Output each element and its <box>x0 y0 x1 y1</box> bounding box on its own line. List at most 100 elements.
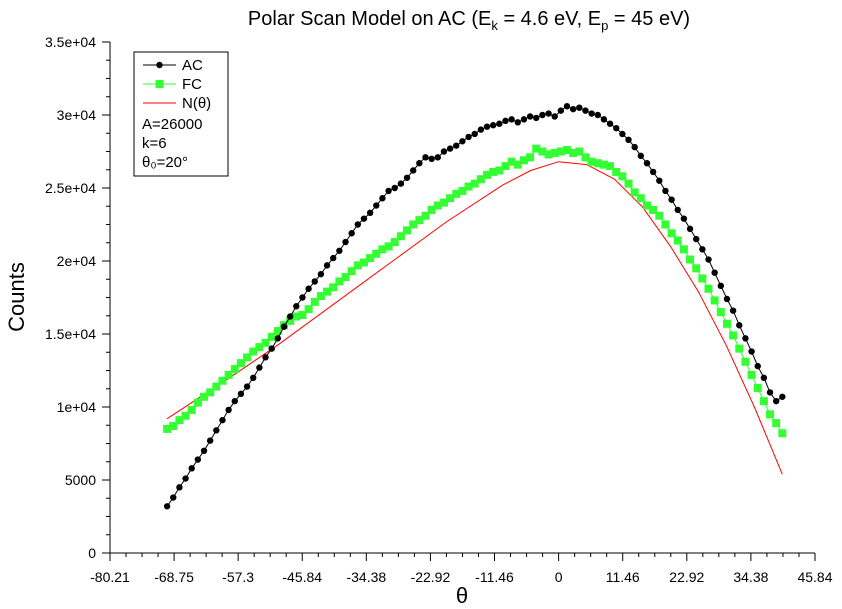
data-point-ac <box>637 152 645 160</box>
data-point-ac <box>348 230 355 237</box>
data-point-fc <box>390 238 399 247</box>
data-point-fc <box>673 236 682 245</box>
data-point-fc <box>261 338 270 347</box>
data-point-fc <box>329 283 338 292</box>
data-point-fc <box>372 249 381 258</box>
data-point-fc <box>163 424 172 433</box>
data-point-fc <box>415 216 424 225</box>
data-point-fc <box>556 147 565 156</box>
data-point-fc <box>464 182 473 191</box>
data-point-fc <box>489 167 498 176</box>
data-point-fc <box>292 312 301 321</box>
data-point-fc <box>446 194 455 203</box>
data-point-fc <box>458 186 467 195</box>
data-point-fc <box>526 153 535 162</box>
data-point-fc <box>452 189 461 198</box>
series-fc <box>163 144 787 438</box>
data-point-fc <box>403 226 412 235</box>
data-point-fc <box>267 332 276 341</box>
data-point-fc <box>550 148 559 157</box>
data-point-ac <box>496 120 503 127</box>
x-tick-label: -68.75 <box>154 569 194 585</box>
data-point-ac <box>594 111 601 119</box>
legend-param-k: k=6 <box>142 135 167 152</box>
data-point-ac <box>299 294 306 301</box>
data-point-ac <box>674 206 681 214</box>
data-point-ac <box>563 103 571 110</box>
data-point-fc <box>206 388 215 397</box>
data-point-fc <box>630 188 639 197</box>
data-point-ac <box>262 354 269 361</box>
data-point-fc <box>396 232 405 241</box>
data-point-ac <box>483 123 491 130</box>
data-point-ac <box>569 105 577 113</box>
data-point-ac <box>391 184 398 192</box>
data-point-ac <box>286 313 294 320</box>
data-point-ac <box>766 389 774 396</box>
data-point-fc <box>341 273 350 282</box>
series-line-fc <box>166 147 783 434</box>
data-point-fc <box>612 167 621 176</box>
data-point-fc <box>759 397 768 406</box>
data-point-fc <box>200 392 209 401</box>
legend-box <box>133 51 229 177</box>
y-tick-label: 0 <box>88 545 96 561</box>
data-point-ac <box>514 119 521 126</box>
data-point-fc <box>359 258 368 267</box>
data-point-ac <box>711 269 718 276</box>
data-point-fc <box>587 157 596 166</box>
x-tick-label: -45.84 <box>282 569 322 585</box>
data-point-fc <box>175 416 184 425</box>
x-tick-label: 45.84 <box>797 569 832 585</box>
data-point-ac <box>311 278 318 285</box>
data-point-ac <box>471 130 478 138</box>
data-point-fc <box>212 382 221 391</box>
data-point-fc <box>310 297 319 306</box>
data-point-fc <box>686 255 695 264</box>
data-point-fc <box>323 287 332 296</box>
data-point-fc <box>218 376 227 385</box>
data-point-fc <box>772 419 781 428</box>
data-point-ac <box>662 187 669 195</box>
data-point-ac <box>693 235 700 243</box>
data-point-fc <box>298 311 307 320</box>
data-point-ac <box>305 285 312 292</box>
data-point-fc <box>581 153 590 162</box>
x-tick-label: 11.46 <box>606 569 640 585</box>
legend-marker <box>156 61 163 69</box>
data-point-fc <box>507 157 516 166</box>
data-point-fc <box>741 357 750 366</box>
data-point-ac <box>600 116 608 123</box>
data-point-ac <box>736 322 743 329</box>
data-point-ac <box>656 177 663 184</box>
data-point-ac <box>182 475 189 482</box>
data-point-fc <box>255 343 264 352</box>
y-tick-label: 3e+04 <box>57 107 97 123</box>
data-point-fc <box>606 162 615 171</box>
data-point-fc <box>304 305 313 314</box>
data-point-ac <box>243 383 251 390</box>
data-point-fc <box>716 308 725 317</box>
data-point-fc <box>470 179 479 188</box>
data-point-fc <box>735 344 744 353</box>
data-point-fc <box>513 160 522 169</box>
y-tick-label: 3.5e+04 <box>45 34 96 50</box>
data-point-fc <box>636 194 645 203</box>
data-point-ac <box>779 393 786 400</box>
data-point-fc <box>599 160 608 169</box>
data-point-fc <box>421 211 430 220</box>
data-point-ac <box>428 155 435 162</box>
data-point-ac <box>748 348 755 355</box>
data-point-fc <box>538 147 547 156</box>
legend-entry-fc: FC <box>143 76 202 93</box>
data-point-ac <box>539 111 546 119</box>
series-line-ac <box>166 105 783 507</box>
data-point-ac <box>760 374 768 381</box>
data-point-fc <box>409 220 418 229</box>
data-point-ac <box>477 126 485 133</box>
data-point-ac <box>342 238 349 246</box>
data-point-fc <box>224 370 233 379</box>
data-point-ac <box>526 113 534 120</box>
data-point-fc <box>169 421 178 430</box>
data-point-fc <box>710 296 719 305</box>
